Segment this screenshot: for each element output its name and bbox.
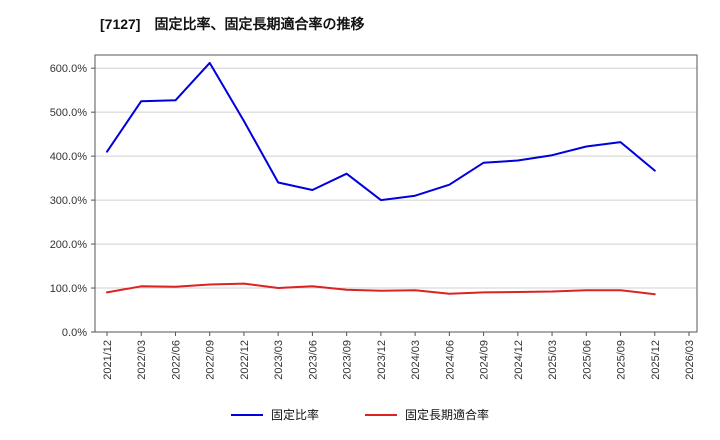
- plot-border: [94, 54, 698, 333]
- x-tick-label: 2024/06: [444, 340, 456, 380]
- y-tick-label: 500.0%: [50, 107, 88, 119]
- x-tick-label: 2026/03: [684, 340, 696, 380]
- x-tick-label: 2025/03: [547, 340, 559, 380]
- series-line-固定長期適合率: [106, 282, 656, 296]
- x-tick-label: 2022/06: [170, 340, 182, 380]
- legend-label: 固定比率: [270, 408, 319, 422]
- x-tick-label: 2022/03: [136, 340, 148, 380]
- legend-line-swatch: [365, 413, 397, 416]
- legend-item: 固定比率: [230, 406, 319, 423]
- x-tick-label: 2023/06: [307, 340, 319, 380]
- y-tick-label: 400.0%: [50, 151, 88, 163]
- y-tick-label: 600.0%: [50, 63, 88, 75]
- x-tick-label: 2022/12: [239, 340, 251, 380]
- x-tick-label: 2023/09: [342, 340, 354, 380]
- y-tick-label: 100.0%: [50, 283, 88, 295]
- x-tick-label: 2025/06: [581, 340, 593, 380]
- legend-label: 固定長期適合率: [405, 408, 490, 422]
- legend-line-swatch: [230, 413, 263, 416]
- y-tick-label: 300.0%: [50, 195, 88, 207]
- x-tick-label: 2024/09: [479, 340, 491, 380]
- x-tick-label: 2021/12: [102, 340, 114, 380]
- x-tick-label: 2023/03: [273, 340, 285, 380]
- x-tick-label: 2022/09: [205, 340, 217, 380]
- y-tick-label: 200.0%: [50, 239, 88, 251]
- y-tick-label: 0.0%: [62, 327, 87, 339]
- series-line-固定比率: [106, 61, 656, 202]
- x-tick-label: 2023/12: [376, 340, 388, 380]
- x-tick-label: 2024/03: [410, 340, 422, 380]
- chart-title: [7127] 固定比率、固定長期適合率の推移: [100, 16, 365, 32]
- x-tick-label: 2025/12: [650, 340, 662, 380]
- x-tick-label: 2025/09: [616, 340, 628, 380]
- legend-item: 固定長期適合率: [365, 406, 489, 423]
- chart-legend: 固定比率 固定長期適合率: [0, 406, 720, 423]
- x-tick-label: 2024/12: [513, 340, 525, 380]
